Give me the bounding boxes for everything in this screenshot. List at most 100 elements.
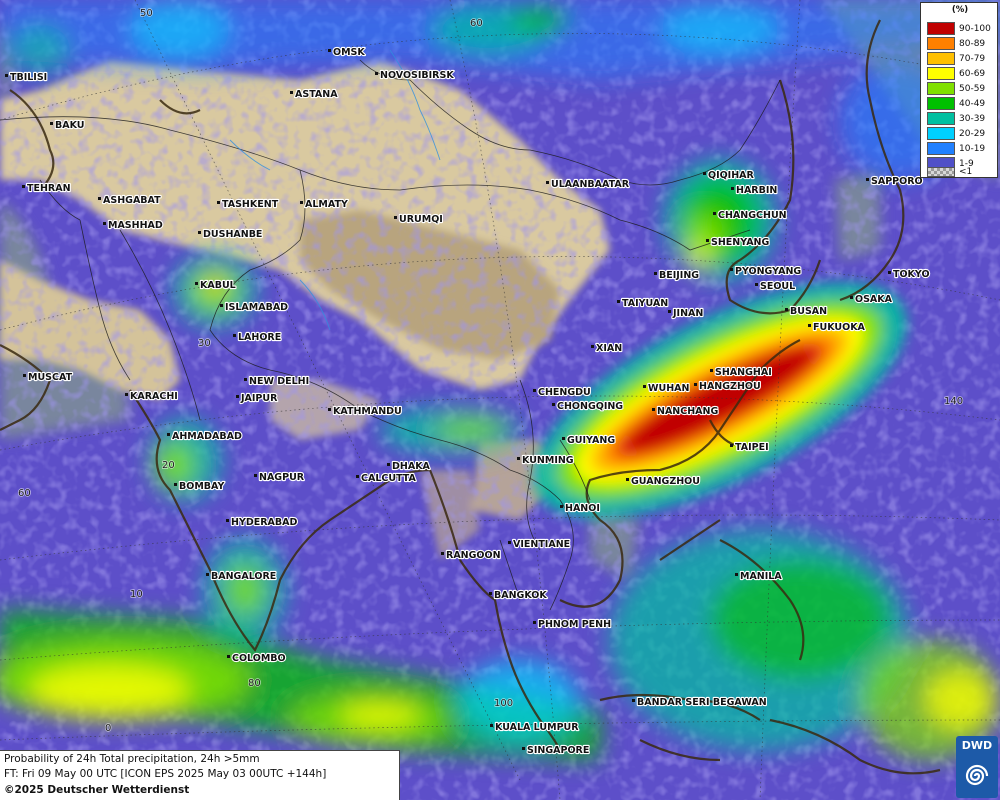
- city-label: NEW DELHI: [249, 376, 309, 387]
- city-marker: [22, 185, 25, 188]
- city-label: CHENGDU: [538, 387, 591, 398]
- city-label: TOKYO: [893, 269, 930, 280]
- city-label: HANGZHOU: [699, 381, 761, 392]
- city-marker: [785, 308, 788, 311]
- city-marker: [713, 212, 716, 215]
- legend-entry: <1: [927, 166, 972, 178]
- city-marker: [703, 172, 706, 175]
- city-marker: [517, 457, 520, 460]
- city-marker: [694, 383, 697, 386]
- city-label: COLOMBO: [232, 653, 286, 664]
- legend-swatch: [927, 22, 955, 35]
- city-label: WUHAN: [648, 383, 689, 394]
- city-marker: [328, 408, 331, 411]
- city-label: GUIYANG: [567, 435, 615, 446]
- rivers: [229, 49, 441, 331]
- city-marker: [394, 216, 397, 219]
- city-label: BUSAN: [790, 306, 827, 317]
- city-label: CALCUTTA: [361, 473, 417, 484]
- city-label: KUNMING: [522, 455, 574, 466]
- legend-entry: 30-39: [927, 111, 985, 126]
- city-label: NAGPUR: [259, 472, 305, 483]
- city-label: TBILISI: [10, 72, 47, 83]
- legend-entry: 60-69: [927, 66, 985, 81]
- city-marker: [328, 49, 331, 52]
- city-label: MUSCAT: [28, 372, 73, 383]
- city-marker: [50, 122, 53, 125]
- city-marker: [98, 197, 101, 200]
- city-label: BAKU: [55, 120, 85, 131]
- city-marker: [735, 573, 738, 576]
- legend-swatch: [927, 167, 955, 177]
- city-label: LAHORE: [238, 332, 281, 343]
- city-label: MASHHAD: [108, 220, 163, 231]
- city-marker: [731, 187, 734, 190]
- city-label: ALMATY: [305, 199, 348, 210]
- legend-label: 60-69: [959, 68, 986, 79]
- legend-entry: 50-59: [927, 81, 985, 96]
- city-marker: [668, 310, 671, 313]
- city-label: DHAKA: [392, 461, 431, 472]
- city-marker: [522, 747, 525, 750]
- city-label: SINGAPORE: [527, 745, 589, 756]
- city-marker: [226, 519, 229, 522]
- city-label: KATHMANDU: [333, 406, 402, 417]
- city-label: ISLAMABAD: [225, 302, 288, 313]
- city-label: RANGOON: [446, 550, 501, 561]
- precip-field: [0, 0, 1000, 760]
- spiral-icon: [965, 764, 989, 786]
- grid-label: 140: [944, 396, 963, 407]
- city-label: TAIPEI: [735, 442, 769, 453]
- city-marker: [755, 283, 758, 286]
- city-marker: [244, 378, 247, 381]
- city-marker: [387, 463, 390, 466]
- city-marker: [441, 552, 444, 555]
- grid-label: 60: [18, 488, 31, 499]
- city-label: BANDAR SERI BEGAWAN: [637, 697, 767, 708]
- city-label: BANGKOK: [494, 590, 547, 601]
- grid-label: 0: [105, 723, 111, 734]
- city-label: ASHGABAT: [103, 195, 161, 206]
- color-legend: (%) 90-100 80-89 70-79 60-69 50-59 40-49…: [920, 2, 998, 178]
- grid-label: 30: [198, 338, 211, 349]
- legend-swatch: [927, 52, 955, 65]
- city-marker: [730, 268, 733, 271]
- legend-swatch: [927, 82, 955, 95]
- city-marker: [254, 474, 257, 477]
- city-label: PHNOM PENH: [538, 619, 611, 630]
- grid-label: 10: [130, 589, 143, 600]
- city-marker: [356, 475, 359, 478]
- city-marker: [850, 296, 853, 299]
- city-marker: [167, 433, 170, 436]
- city-marker: [643, 385, 646, 388]
- legend-swatch: [927, 67, 955, 80]
- product-title: Probability of 24h Total precipitation, …: [4, 753, 260, 765]
- forecast-time: FT: Fri 09 May 00 UTC [ICON EPS 2025 May…: [4, 768, 327, 780]
- city-marker: [290, 91, 293, 94]
- city-marker: [375, 72, 378, 75]
- grid-labels: 50 60 30 20 10 0 60 80 100 140: [17, 7, 964, 735]
- city-label: OMSK: [333, 47, 365, 58]
- city-label: KABUL: [200, 280, 236, 291]
- city-label: SHANGHAI: [715, 367, 772, 378]
- grid-label: 20: [162, 460, 175, 471]
- legend-entry: 90-100: [927, 21, 991, 36]
- city-label: HARBIN: [736, 185, 777, 196]
- legend-swatch: [927, 112, 955, 125]
- city-marker: [654, 272, 657, 275]
- city-label: KARACHI: [130, 391, 178, 402]
- coastlines: [0, 19, 941, 775]
- city-marker: [710, 369, 713, 372]
- city-marker: [591, 345, 594, 348]
- legend-entry: 10-19: [927, 141, 985, 156]
- city-marker: [174, 483, 177, 486]
- city-label: BEIJING: [659, 270, 699, 281]
- legend-label: 40-49: [959, 98, 986, 109]
- legend-label: 1-9: [959, 158, 974, 169]
- city-label: JAIPUR: [240, 393, 278, 404]
- city-marker: [546, 181, 549, 184]
- city-marker: [217, 201, 220, 204]
- city-marker: [489, 592, 492, 595]
- city-label: QIQIHAR: [708, 170, 755, 181]
- city-label: TAIYUAN: [622, 298, 668, 309]
